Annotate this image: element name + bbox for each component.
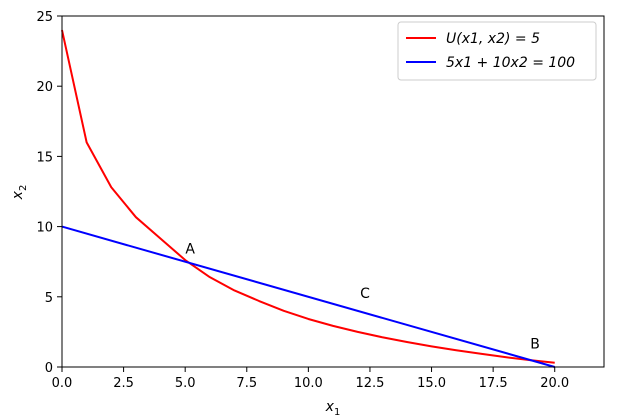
series-line-utility-curve xyxy=(61,29,555,364)
y-axis-label: x2 xyxy=(10,185,29,201)
annotation-a: A xyxy=(185,241,195,257)
axes-frame xyxy=(61,15,605,368)
plot-area: A C B xyxy=(61,29,556,368)
x-tick-label: 0.0 xyxy=(52,376,73,391)
y-tick-label: 15 xyxy=(36,150,53,165)
y-tick-label: 10 xyxy=(36,221,53,236)
annotation-b: B xyxy=(530,337,540,353)
y-axis-label-subscript: 2 xyxy=(18,185,29,191)
legend-label-budget: 5x1 + 10x2 = 100 xyxy=(446,55,575,71)
x-axis-label-subscript: 1 xyxy=(334,407,340,418)
annotation-c: C xyxy=(360,286,370,302)
x-tick-label: 20.0 xyxy=(540,376,569,391)
y-tick-label: 25 xyxy=(36,10,53,25)
y-tick-label: 0 xyxy=(45,361,53,376)
legend-label-utility: U(x1, x2) = 5 xyxy=(446,31,540,47)
x-tick-label: 7.5 xyxy=(236,376,257,391)
x-tick-label: 12.5 xyxy=(355,376,384,391)
x-tick-label: 2.5 xyxy=(113,376,134,391)
ticks: 0.0 2.5 5.0 7.5 10.0 12.5 15.0 17.5 20.0 0 5 10 15 20… xyxy=(36,10,569,391)
legend-box xyxy=(397,21,597,81)
y-tick-label: 5 xyxy=(45,291,53,306)
x-tick-label: 17.5 xyxy=(479,376,508,391)
x-tick-label: 10.0 xyxy=(294,376,323,391)
y-tick-label: 20 xyxy=(36,80,53,95)
series-line-budget-line xyxy=(61,225,556,368)
legend: U(x1, x2) = 5 5x1 + 10x2 = 100 xyxy=(397,21,597,81)
x-axis-label: x1 xyxy=(325,399,341,418)
x-tick-label: 15.0 xyxy=(417,376,446,391)
x-tick-label: 5.0 xyxy=(175,376,196,391)
